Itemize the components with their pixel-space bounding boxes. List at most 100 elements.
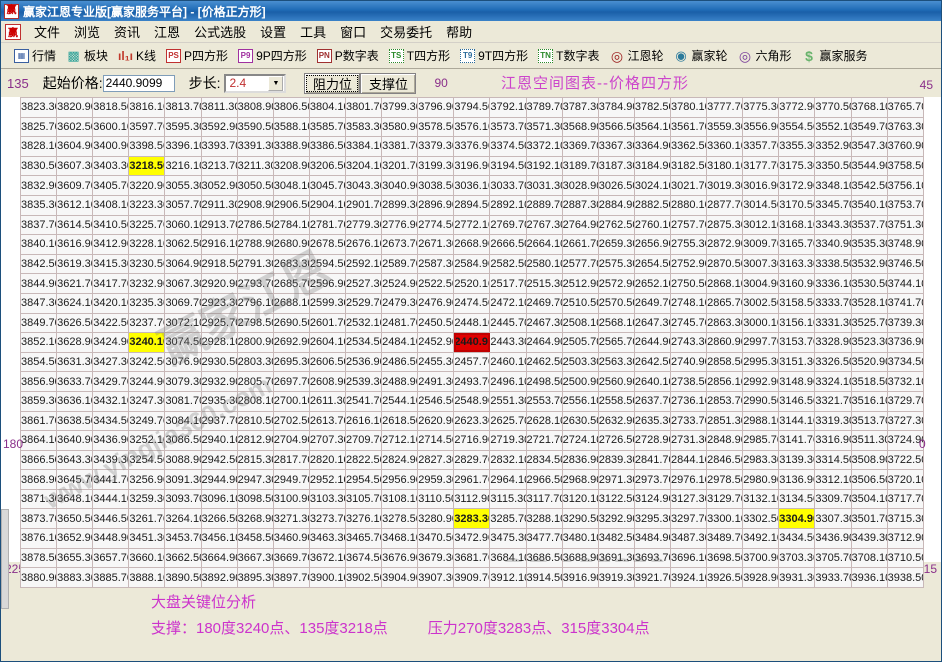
gann-cell[interactable]: 3487.30 — [669, 528, 708, 549]
gann-cell[interactable]: 2589.70 — [381, 253, 419, 275]
gann-cell[interactable]: 2592.10 — [344, 253, 383, 275]
gann-cell[interactable]: 3396.10 — [164, 136, 202, 157]
gann-cell[interactable]: 3854.50 — [19, 351, 58, 373]
gann-cell[interactable]: 3566.50 — [597, 116, 635, 138]
gann-cell[interactable]: 2630.50 — [561, 410, 599, 432]
gann-cell[interactable]: 2524.90 — [381, 273, 419, 294]
gann-cell[interactable]: 2966.50 — [525, 469, 563, 490]
gann-cell[interactable]: 3206.50 — [308, 155, 346, 177]
gann-cell[interactable]: 3801.70 — [344, 97, 383, 118]
gann-cell[interactable]: 2704.90 — [272, 430, 310, 451]
gann-cell[interactable]: 3288.10 — [525, 508, 563, 530]
gann-cell[interactable]: 2584.90 — [453, 253, 491, 275]
gann-cell[interactable]: 3753.70 — [886, 194, 925, 216]
gann-cell[interactable]: 3712.90 — [886, 528, 925, 549]
gann-cell[interactable]: 3660.10 — [128, 547, 166, 569]
gann-cell[interactable]: 2812.90 — [236, 430, 274, 451]
gann-cell[interactable]: 3340.90 — [814, 234, 852, 255]
gann-cell[interactable]: 3787.30 — [561, 97, 599, 118]
gann-cell[interactable]: 3883.30 — [56, 567, 94, 588]
gann-cell[interactable]: 2724.10 — [561, 430, 599, 451]
gann-cell[interactable]: 3132.10 — [742, 488, 780, 510]
gann-cell[interactable]: 3204.10 — [344, 155, 383, 177]
gann-cell[interactable]: 2947.30 — [236, 469, 274, 490]
gann-cell[interactable]: 2976.10 — [669, 469, 708, 490]
gann-cell[interactable]: 3460.90 — [272, 528, 310, 549]
gann-cell[interactable]: 3012.10 — [742, 214, 780, 236]
gann-cell[interactable]: 3237.70 — [128, 312, 166, 334]
gann-cell[interactable]: 3873.70 — [19, 508, 58, 530]
gann-cell[interactable]: 3247.30 — [128, 390, 166, 412]
resistance-button[interactable]: 阻力位 — [304, 72, 361, 94]
gann-cell[interactable]: 3856.90 — [19, 371, 58, 392]
gann-cell[interactable]: 3444.10 — [92, 488, 130, 510]
gann-cell[interactable]: 3391.30 — [236, 136, 274, 157]
gann-cell[interactable]: 3254.50 — [128, 449, 166, 471]
gann-cell[interactable]: 3165.70 — [778, 234, 816, 255]
gann-cell[interactable]: 2616.10 — [344, 410, 383, 432]
gann-cell[interactable]: 3290.50 — [561, 508, 599, 530]
gann-cell[interactable]: 3069.70 — [164, 292, 202, 314]
gann-cell[interactable]: 3916.90 — [561, 567, 599, 588]
gann-cell[interactable]: 3732.10 — [886, 371, 925, 392]
gann-cell[interactable]: 2572.90 — [597, 273, 635, 294]
gann-cell[interactable]: 2611.30 — [308, 390, 346, 412]
gann-cell[interactable]: 3477.70 — [525, 528, 563, 549]
gann-cell[interactable]: 2608.90 — [308, 371, 346, 392]
gann-cell[interactable]: 2764.90 — [561, 214, 599, 236]
gann-cell[interactable]: 2776.90 — [381, 214, 419, 236]
gann-cell[interactable]: 2904.10 — [308, 194, 346, 216]
gann-cell[interactable]: 2469.70 — [525, 292, 563, 314]
gann-cell[interactable]: 2846.50 — [706, 449, 744, 471]
gann-cell[interactable]: 2978.50 — [706, 469, 744, 490]
gann-cell[interactable]: 3484.90 — [633, 528, 671, 549]
gann-cell[interactable]: 2666.50 — [489, 234, 527, 255]
gann-cell[interactable]: 3600.10 — [92, 116, 130, 138]
gann-cell[interactable]: 3837.70 — [19, 214, 58, 236]
gann-cell[interactable]: 2668.90 — [453, 234, 491, 255]
gann-cell[interactable]: 3818.50 — [92, 97, 130, 118]
gann-cell[interactable]: 3369.70 — [561, 136, 599, 157]
toolbar-button-t-square[interactable]: TS T四方形 — [386, 46, 455, 65]
gann-cell[interactable]: 3357.70 — [742, 136, 780, 157]
gann-cell[interactable]: 3057.70 — [164, 194, 202, 216]
gann-cell[interactable]: 3240.10 — [128, 332, 166, 353]
gann-cell[interactable]: 3002.50 — [742, 292, 780, 314]
gann-cell[interactable]: 3816.10 — [128, 97, 166, 118]
gann-cell[interactable]: 3040.90 — [381, 175, 419, 196]
gann-cell[interactable]: 3160.90 — [778, 273, 816, 294]
gann-cell[interactable]: 3525.70 — [850, 312, 888, 334]
gann-cell[interactable]: 3372.10 — [525, 136, 563, 157]
gann-cell[interactable]: 3316.90 — [814, 430, 852, 451]
step-select[interactable]: 2.4 ▼ — [224, 73, 287, 93]
gann-cell[interactable]: 2810.50 — [236, 410, 274, 432]
gann-cell[interactable]: 2688.10 — [272, 292, 310, 314]
gann-cell[interactable]: 3225.70 — [128, 214, 166, 236]
gann-cell[interactable]: 2467.30 — [525, 312, 563, 334]
gann-cell[interactable]: 2997.70 — [742, 332, 780, 353]
gann-cell[interactable]: 2916.10 — [200, 234, 238, 255]
gann-cell[interactable]: 2632.90 — [597, 410, 635, 432]
gann-cell[interactable]: 3602.50 — [56, 116, 94, 138]
gann-cell[interactable]: 2736.10 — [669, 390, 708, 412]
gann-cell[interactable]: 3134.50 — [778, 488, 816, 510]
gann-cell[interactable]: 3208.90 — [272, 155, 310, 177]
gann-cell[interactable]: 3230.50 — [128, 253, 166, 275]
gann-cell[interactable]: 2505.70 — [561, 332, 599, 353]
gann-cell[interactable]: 3295.30 — [633, 508, 671, 530]
gann-cell[interactable]: 2515.30 — [525, 273, 563, 294]
gann-cell[interactable]: 3458.50 — [236, 528, 274, 549]
gann-cell[interactable]: 2853.70 — [706, 390, 744, 412]
gann-cell[interactable]: 3799.30 — [381, 97, 419, 118]
gann-cell[interactable]: 3568.90 — [561, 116, 599, 138]
gann-cell[interactable]: 3492.10 — [742, 528, 780, 549]
gann-cell[interactable]: 3813.70 — [164, 97, 202, 118]
gann-cell[interactable]: 3412.90 — [92, 234, 130, 255]
gann-cell[interactable]: 3386.50 — [308, 136, 346, 157]
gann-cell[interactable]: 2721.70 — [525, 430, 563, 451]
gann-cell[interactable]: 2786.50 — [236, 214, 274, 236]
gann-cell[interactable]: 2443.30 — [489, 332, 527, 353]
gann-cell[interactable]: 3890.50 — [164, 567, 202, 588]
gann-cell[interactable]: 3110.50 — [417, 488, 455, 510]
gann-cell[interactable]: 2709.70 — [344, 430, 383, 451]
